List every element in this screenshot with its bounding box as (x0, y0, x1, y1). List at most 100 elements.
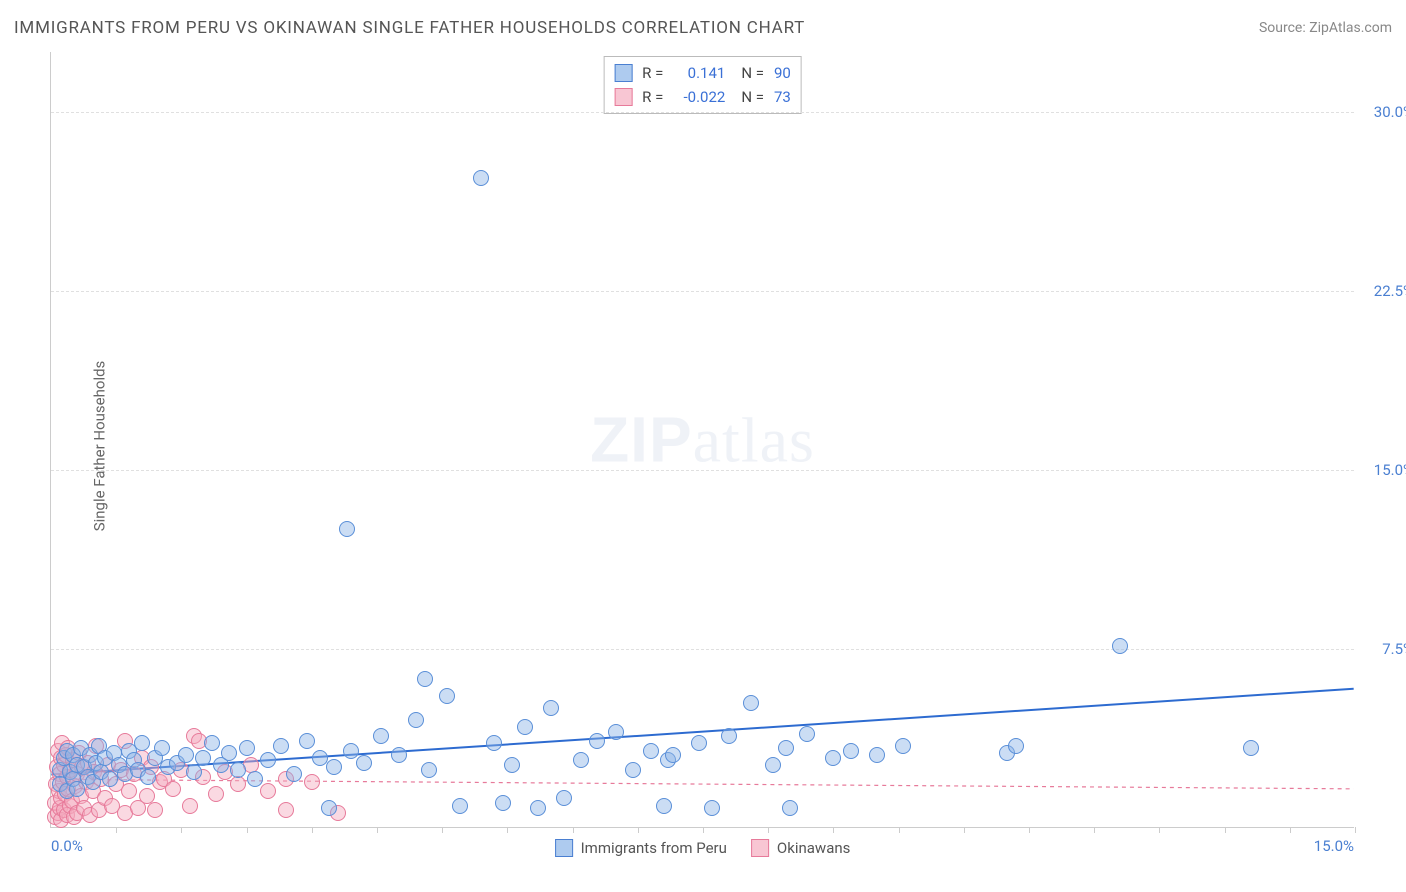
scatter-point (417, 671, 433, 687)
legend-item-pink: Okinawans (751, 839, 850, 857)
series-legend: Immigrants from Peru Okinawans (555, 839, 851, 857)
scatter-point (134, 735, 150, 751)
scatter-point (665, 747, 681, 763)
scatter-point (182, 798, 198, 814)
x-tick (1094, 827, 1095, 833)
x-tick (116, 827, 117, 833)
scatter-point (408, 712, 424, 728)
scatter-point (356, 755, 372, 771)
x-tick (442, 827, 443, 833)
scatter-point (273, 738, 289, 754)
n-label: N = (741, 61, 764, 85)
scatter-point (625, 762, 641, 778)
scatter-point (589, 733, 605, 749)
x-tick (247, 827, 248, 833)
grid-line (51, 470, 1354, 471)
scatter-point (504, 757, 520, 773)
scatter-point (825, 750, 841, 766)
scatter-point (195, 750, 211, 766)
x-tick (312, 827, 313, 833)
grid-line (51, 112, 1354, 113)
x-tick (181, 827, 182, 833)
scatter-point (326, 759, 342, 775)
scatter-point (1008, 738, 1024, 754)
source-value: ZipAtlas.com (1309, 20, 1392, 36)
scatter-point (321, 800, 337, 816)
scatter-point (343, 743, 359, 759)
n-value-pink: 73 (774, 85, 791, 109)
scatter-point (704, 800, 720, 816)
n-label: N = (741, 85, 764, 109)
x-max-label: 15.0% (1314, 837, 1354, 855)
x-tick (377, 827, 378, 833)
scatter-point (743, 695, 759, 711)
x-tick (507, 827, 508, 833)
scatter-point (691, 735, 707, 751)
x-tick (964, 827, 965, 833)
x-origin-label: 0.0% (51, 837, 83, 855)
source-attribution: Source: ZipAtlas.com (1259, 20, 1392, 36)
scatter-point (204, 735, 220, 751)
scatter-point (869, 747, 885, 763)
r-label: R = (642, 85, 663, 109)
scatter-point (573, 752, 589, 768)
x-tick (899, 827, 900, 833)
scatter-point (247, 771, 263, 787)
scatter-point (140, 769, 156, 785)
r-label: R = (642, 61, 663, 85)
y-tick-label: 22.5% (1359, 282, 1406, 300)
scatter-point (208, 786, 224, 802)
scatter-point (230, 776, 246, 792)
correlation-legend: R = 0.141 N = 90 R = -0.022 N = 73 (603, 56, 802, 114)
scatter-point (452, 798, 468, 814)
scatter-point (495, 795, 511, 811)
y-tick-label: 7.5% (1359, 640, 1406, 658)
scatter-point (147, 802, 163, 818)
scatter-point (421, 762, 437, 778)
scatter-point (843, 743, 859, 759)
x-tick (1225, 827, 1226, 833)
scatter-point (186, 764, 202, 780)
scatter-point (339, 521, 355, 537)
scatter-point (239, 740, 255, 756)
y-tick-label: 30.0% (1359, 103, 1406, 121)
scatter-point (154, 740, 170, 756)
scatter-point (530, 800, 546, 816)
trend-lines-svg (51, 52, 1354, 827)
scatter-point (778, 740, 794, 756)
scatter-point (895, 738, 911, 754)
x-tick (703, 827, 704, 833)
x-tick (573, 827, 574, 833)
scatter-point (1112, 638, 1128, 654)
x-tick (1290, 827, 1291, 833)
swatch-blue (555, 839, 573, 857)
scatter-point (221, 745, 237, 761)
scatter-point (260, 752, 276, 768)
legend-row-pink: R = -0.022 N = 73 (614, 85, 791, 109)
scatter-point (608, 724, 624, 740)
scatter-point (299, 733, 315, 749)
scatter-point (656, 798, 672, 814)
scatter-point (473, 170, 489, 186)
scatter-point (304, 774, 320, 790)
swatch-blue (614, 64, 632, 82)
watermark-atlas: atlas (693, 404, 815, 475)
scatter-point (721, 728, 737, 744)
watermark-zip: ZIP (590, 403, 693, 475)
x-tick (1159, 827, 1160, 833)
scatter-point (260, 783, 276, 799)
chart-title: IMMIGRANTS FROM PERU VS OKINAWAN SINGLE … (14, 18, 805, 38)
x-tick (768, 827, 769, 833)
scatter-point (782, 800, 798, 816)
legend-item-blue: Immigrants from Peru (555, 839, 727, 857)
scatter-point (178, 747, 194, 763)
scatter-point (556, 790, 572, 806)
x-tick (1029, 827, 1030, 833)
x-tick (638, 827, 639, 833)
series-name-blue: Immigrants from Peru (581, 839, 727, 857)
scatter-point (643, 743, 659, 759)
scatter-point (1243, 740, 1259, 756)
n-value-blue: 90 (774, 61, 791, 85)
scatter-point (765, 757, 781, 773)
legend-row-blue: R = 0.141 N = 90 (614, 61, 791, 85)
